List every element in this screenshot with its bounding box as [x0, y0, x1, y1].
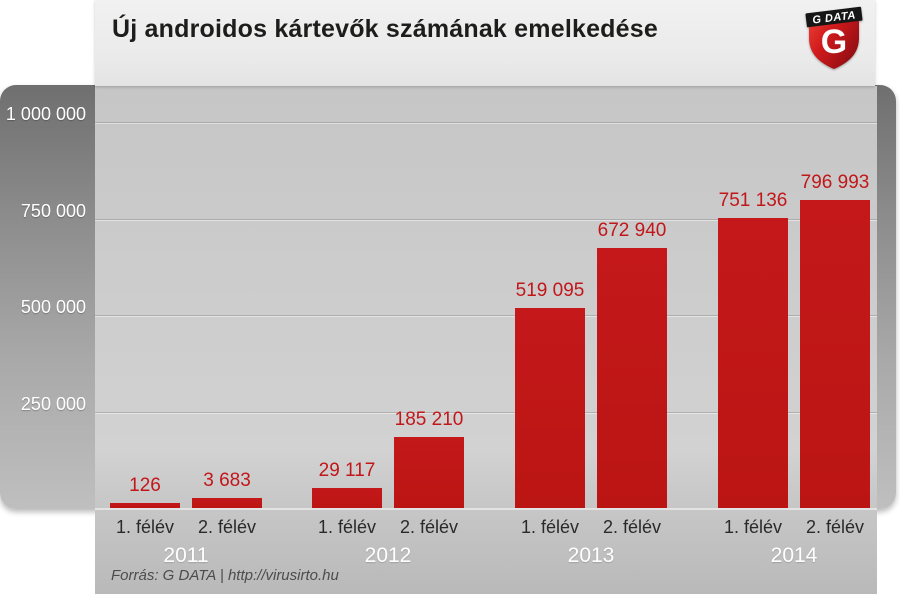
- category-label: 1. félév: [723, 517, 783, 537]
- category-label: 1. félév: [115, 517, 175, 537]
- category-label: 1. félév: [520, 517, 580, 537]
- gdata-logo: G G DATA: [805, 6, 863, 72]
- year-label: 2014: [770, 544, 818, 567]
- category-label: 2. félév: [399, 517, 459, 537]
- gridline: [95, 218, 877, 220]
- category-label: 2. félév: [805, 517, 865, 537]
- y-axis-tick-label: 750 000: [20, 200, 86, 221]
- y-axis-tick-label: 1 000 000: [5, 104, 86, 124]
- bar: [312, 488, 382, 508]
- bar: [394, 436, 464, 508]
- year-label: 2013: [567, 544, 615, 567]
- bar-value-label: 796 993: [800, 172, 870, 194]
- bar: [597, 248, 667, 508]
- bar-value-label: 29 117: [318, 460, 376, 481]
- page-title: Új androidos kártevők számának emelkedés…: [112, 15, 658, 43]
- bar: [800, 200, 870, 508]
- bar: [718, 218, 788, 508]
- gridline: [95, 411, 877, 413]
- bar-value-label: 185 210: [394, 408, 464, 430]
- bar: [515, 307, 585, 508]
- title-card: Új androidos kártevők számának emelkedés…: [95, 0, 875, 86]
- category-axis: 1. félév 2. félév 2011 1. félév 2. félév 2012…: [95, 508, 877, 594]
- bar: [192, 498, 262, 508]
- source-note: Forrás: G DATA | http://virusirto.hu: [111, 567, 339, 584]
- y-axis-tick-label: 250 000: [20, 393, 86, 414]
- bar-value-label: 672 940: [597, 220, 667, 242]
- bar-value-label: 751 136: [718, 190, 788, 212]
- year-label: 2012: [364, 544, 412, 567]
- brand-banner-label: G DATA: [812, 9, 857, 26]
- gridline: [95, 122, 877, 123]
- category-label: 2. félév: [602, 517, 662, 537]
- gridline: [95, 315, 877, 316]
- bar-value-label: 519 095: [515, 279, 585, 301]
- chart-card: 126 3 683 29 117 185 210 519 095 672 940 751 1…: [95, 86, 877, 594]
- y-axis-tick-label: 500 000: [20, 297, 86, 317]
- brand-banner: G DATA: [805, 6, 863, 28]
- bar-value-label: 3 683: [203, 470, 251, 491]
- category-label: 2. félév: [197, 517, 257, 537]
- shield-icon: G G DATA: [805, 6, 863, 69]
- chart-plot: 126 3 683 29 117 185 210 519 095 672 940 751 1…: [95, 86, 877, 508]
- shield-letter: G: [821, 23, 847, 61]
- year-label: 2011: [163, 544, 209, 567]
- bar-value-label: 126: [129, 475, 161, 496]
- category-label: 1. félév: [317, 517, 377, 537]
- bar: [110, 503, 180, 508]
